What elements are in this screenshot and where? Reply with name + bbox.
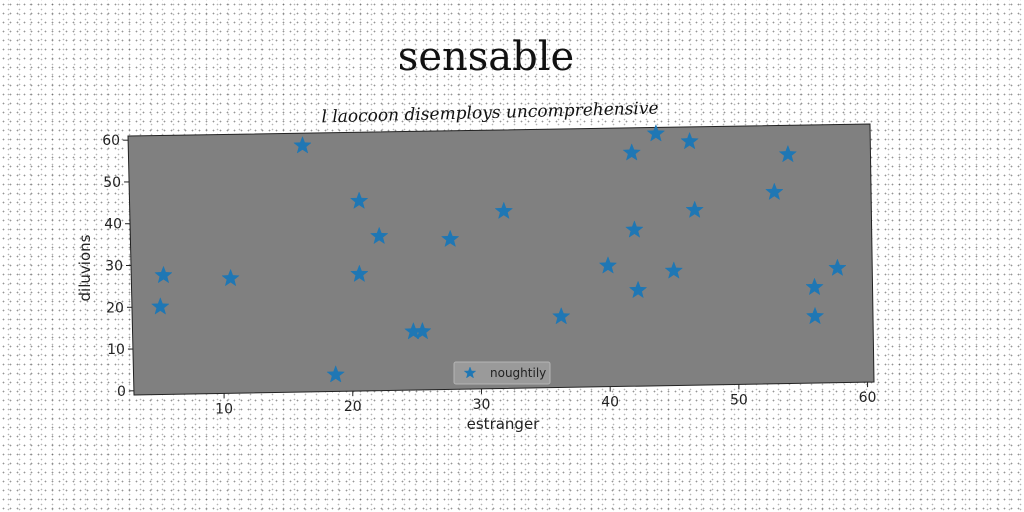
x-tick-label: 30 — [473, 397, 491, 413]
chart-subtitle: l laocoon disemploys uncomprehensive — [321, 99, 659, 128]
legend-label: noughtily — [490, 366, 546, 380]
y-tick-label: 30 — [105, 259, 123, 275]
y-axis-label: diluvions — [76, 234, 94, 301]
x-axis-label: estranger — [467, 415, 541, 433]
x-tick-label: 10 — [215, 401, 233, 417]
plot-area — [128, 124, 874, 395]
legend: noughtily — [454, 362, 550, 384]
y-tick-label: 40 — [104, 217, 122, 233]
y-tick-label: 50 — [103, 175, 121, 191]
chart-title: sensable — [398, 34, 574, 80]
y-tick-label: 60 — [102, 133, 120, 149]
y-tick-label: 0 — [117, 384, 126, 400]
x-tick-label: 40 — [601, 395, 619, 411]
y-tick-label: 10 — [107, 342, 125, 358]
y-tick-label: 20 — [106, 300, 124, 316]
x-tick-label: 50 — [730, 392, 748, 408]
x-tick-label: 60 — [859, 390, 877, 406]
x-tick-label: 20 — [344, 399, 362, 415]
